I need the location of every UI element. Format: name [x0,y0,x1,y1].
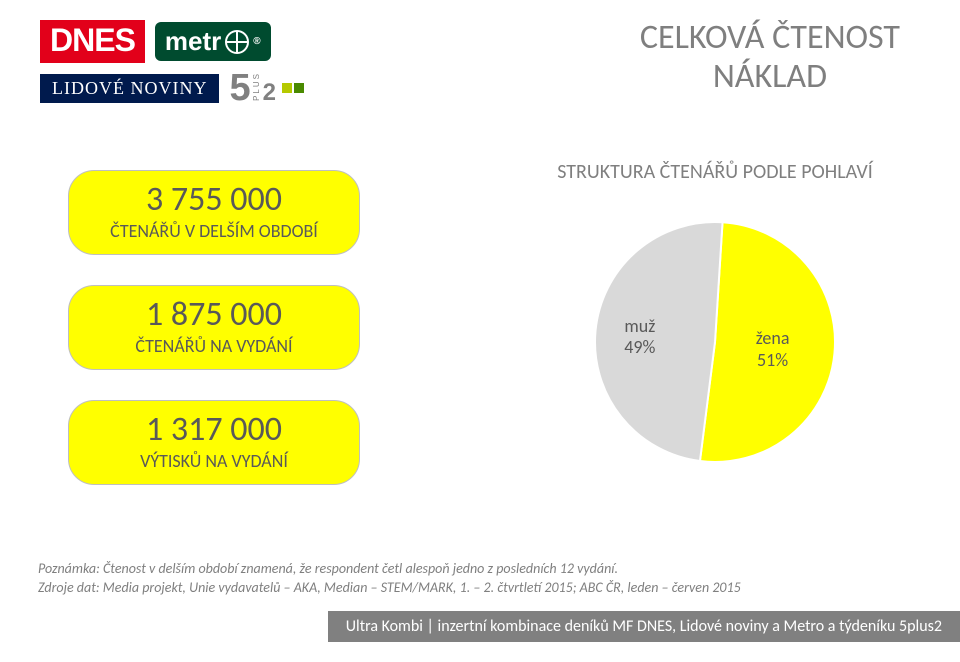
logo-metro-text: metr [165,26,221,57]
stat-label: ČTENÁŘŮ V DELŠÍM OBDOBÍ [69,220,359,242]
logo-5plus2-two: 2 [263,81,276,105]
pie-label-name: muž [624,315,655,337]
logo-5plus2: 5 PLUS 2 [229,69,304,107]
square-icon [282,83,292,93]
footnote-line2: Zdroje dat: Media projekt, Unie vydavate… [38,579,741,598]
logo-block: DNES metr ® LIDOVÉ NOVINY 5 PLUS 2 [40,20,380,113]
stat-value: 1 317 000 [69,409,359,450]
gender-pie-block: STRUKTURA ČTENÁŘŮ PODLE POHLAVÍ žena 51%… [530,160,900,472]
stat-value: 1 875 000 [69,294,359,335]
footer-bar: Ultra Kombi | inzertní kombinace deníků … [328,611,960,642]
square-icon [294,83,304,93]
pie-chart: žena 51% muž 49% [585,212,845,472]
logo-5plus2-five: 5 [229,69,250,107]
stat-label: ČTENÁŘŮ NA VYDÁNÍ [69,335,359,357]
logo-5plus2-squares-icon [282,83,304,93]
stat-pill-readers-per-issue: 1 875 000 ČTENÁŘŮ NA VYDÁNÍ [68,285,360,370]
pie-label-value: 51% [757,349,788,371]
stat-pill-readers-long-period: 3 755 000 ČTENÁŘŮ V DELŠÍM OBDOBÍ [68,170,360,255]
registered-mark-icon: ® [253,36,260,47]
page-title-line2: NÁKLAD [640,57,900,96]
footnotes: Poznámka: Čtenost v delším období znamen… [38,560,741,598]
pie-title: STRUKTURA ČTENÁŘŮ PODLE POHLAVÍ [530,160,900,184]
pie-label-name: žena [756,327,790,349]
stat-label: VÝTISKŮ NA VYDÁNÍ [69,450,359,472]
stats-block: 3 755 000 ČTENÁŘŮ V DELŠÍM OBDOBÍ 1 875 … [68,170,360,485]
pie-label-value: 49% [624,336,655,358]
globe-icon [225,30,249,54]
logo-5plus2-plus: PLUS [253,72,261,101]
page-title-line1: CELKOVÁ ČTENOST [640,18,900,57]
pie-slice-muž [595,222,723,461]
stat-pill-copies-per-issue: 1 317 000 VÝTISKŮ NA VYDÁNÍ [68,400,360,485]
pie-label-female: žena 51% [756,328,790,371]
pie-label-male: muž 49% [624,316,655,359]
logo-lidove-noviny: LIDOVÉ NOVINY [40,74,219,103]
footnote-line1: Poznámka: Čtenost v delším období znamen… [38,560,741,579]
logo-metro: metr ® [155,22,271,61]
stat-value: 3 755 000 [69,179,359,220]
page-title: CELKOVÁ ČTENOST NÁKLAD [640,18,900,96]
logo-dnes: DNES [40,20,145,63]
